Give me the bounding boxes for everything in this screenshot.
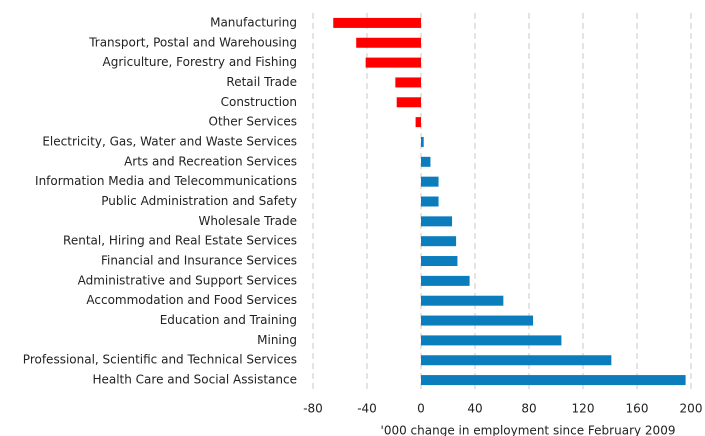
- x-tick-label: 120: [572, 402, 595, 416]
- x-tick-label: 200: [680, 402, 703, 416]
- bar: [421, 176, 439, 187]
- y-tick-label: Financial and Insurance Services: [101, 254, 297, 268]
- bar: [421, 256, 458, 267]
- y-tick-label: Arts and Recreation Services: [124, 154, 297, 168]
- x-tick-label: 0: [417, 402, 425, 416]
- bar: [421, 355, 612, 366]
- x-tick-label: 40: [467, 402, 482, 416]
- y-tick-label: Health Care and Social Assistance: [92, 373, 297, 387]
- bar: [421, 295, 504, 306]
- bar: [421, 335, 562, 346]
- y-tick-label: Rental, Hiring and Real Estate Services: [63, 234, 297, 248]
- y-tick-label: Information Media and Telecommunications: [35, 174, 297, 188]
- y-tick-label: Public Administration and Safety: [101, 194, 297, 208]
- y-tick-label: Agriculture, Forestry and Fishing: [103, 55, 297, 69]
- y-tick-label: Mining: [257, 333, 297, 347]
- bar: [365, 57, 421, 68]
- bar: [421, 315, 534, 326]
- bar: [395, 77, 421, 88]
- y-tick-label: Wholesale Trade: [198, 214, 297, 228]
- bar: [415, 117, 421, 128]
- y-tick-label: Administrative and Support Services: [78, 273, 297, 287]
- bar: [421, 236, 457, 247]
- x-tick-label: -40: [357, 402, 377, 416]
- x-axis-label: '000 change in employment since February…: [381, 424, 676, 436]
- bar: [333, 17, 421, 28]
- bar: [421, 196, 439, 207]
- y-tick-label: Manufacturing: [210, 15, 297, 29]
- bar: [421, 136, 424, 147]
- y-tick-label: Education and Training: [160, 313, 297, 327]
- y-tick-label: Transport, Postal and Warehousing: [88, 35, 297, 49]
- x-tick-label: 160: [626, 402, 649, 416]
- y-tick-label: Professional, Scientific and Technical S…: [23, 353, 297, 367]
- y-tick-label: Electricity, Gas, Water and Waste Servic…: [42, 134, 297, 148]
- bar: [421, 156, 431, 167]
- y-tick-label: Construction: [221, 95, 297, 109]
- y-tick-label: Retail Trade: [226, 75, 297, 89]
- bar: [421, 216, 453, 227]
- y-tick-label: Other Services: [209, 115, 298, 129]
- bar: [396, 97, 421, 108]
- bar: [356, 37, 421, 48]
- bar: [421, 375, 686, 386]
- x-tick-label: 80: [521, 402, 536, 416]
- x-tick-label: -80: [303, 402, 323, 416]
- bar: [421, 275, 470, 286]
- y-tick-label: Accommodation and Food Services: [86, 293, 297, 307]
